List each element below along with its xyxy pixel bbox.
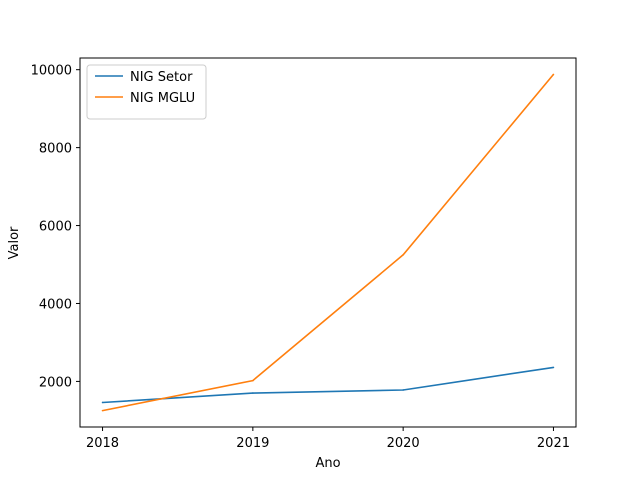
- data-point: [101, 401, 104, 404]
- data-point: [552, 366, 555, 369]
- data-point: [101, 409, 104, 412]
- x-axis: 2018 2019 2020 2021: [86, 427, 570, 451]
- y-tick-label: 6000: [39, 220, 72, 235]
- x-tick-label: 2021: [537, 436, 570, 451]
- y-axis-label: Valor: [7, 226, 22, 259]
- series-line-2: [102, 73, 555, 412]
- y-tick-label: 2000: [39, 375, 72, 390]
- axes-frame: [79, 57, 577, 428]
- x-tick-label: 2020: [387, 436, 420, 451]
- y-tick-label: 10000: [31, 64, 72, 79]
- y-tick-label: 8000: [39, 142, 72, 157]
- legend-label: NIG Setor: [130, 70, 193, 85]
- legend-label: NIG MGLU: [130, 91, 195, 106]
- x-tick-label: 2019: [236, 436, 269, 451]
- plot-area-border: [79, 57, 577, 428]
- series-lines: [101, 73, 555, 412]
- y-tick-label: 4000: [39, 297, 72, 312]
- data-point: [252, 379, 254, 382]
- x-axis-label: Ano: [315, 456, 340, 471]
- legend: NIG Setor NIG MGLU: [86, 64, 207, 120]
- legend-box: [86, 64, 207, 120]
- y-axis: 2000 4000 6000 8000 10000: [31, 64, 80, 390]
- series-line-1: [102, 366, 554, 404]
- data-point: [402, 389, 404, 391]
- data-point: [252, 392, 254, 394]
- data-point: [552, 73, 555, 76]
- x-tick-label: 2018: [86, 436, 119, 451]
- data-point: [402, 253, 404, 256]
